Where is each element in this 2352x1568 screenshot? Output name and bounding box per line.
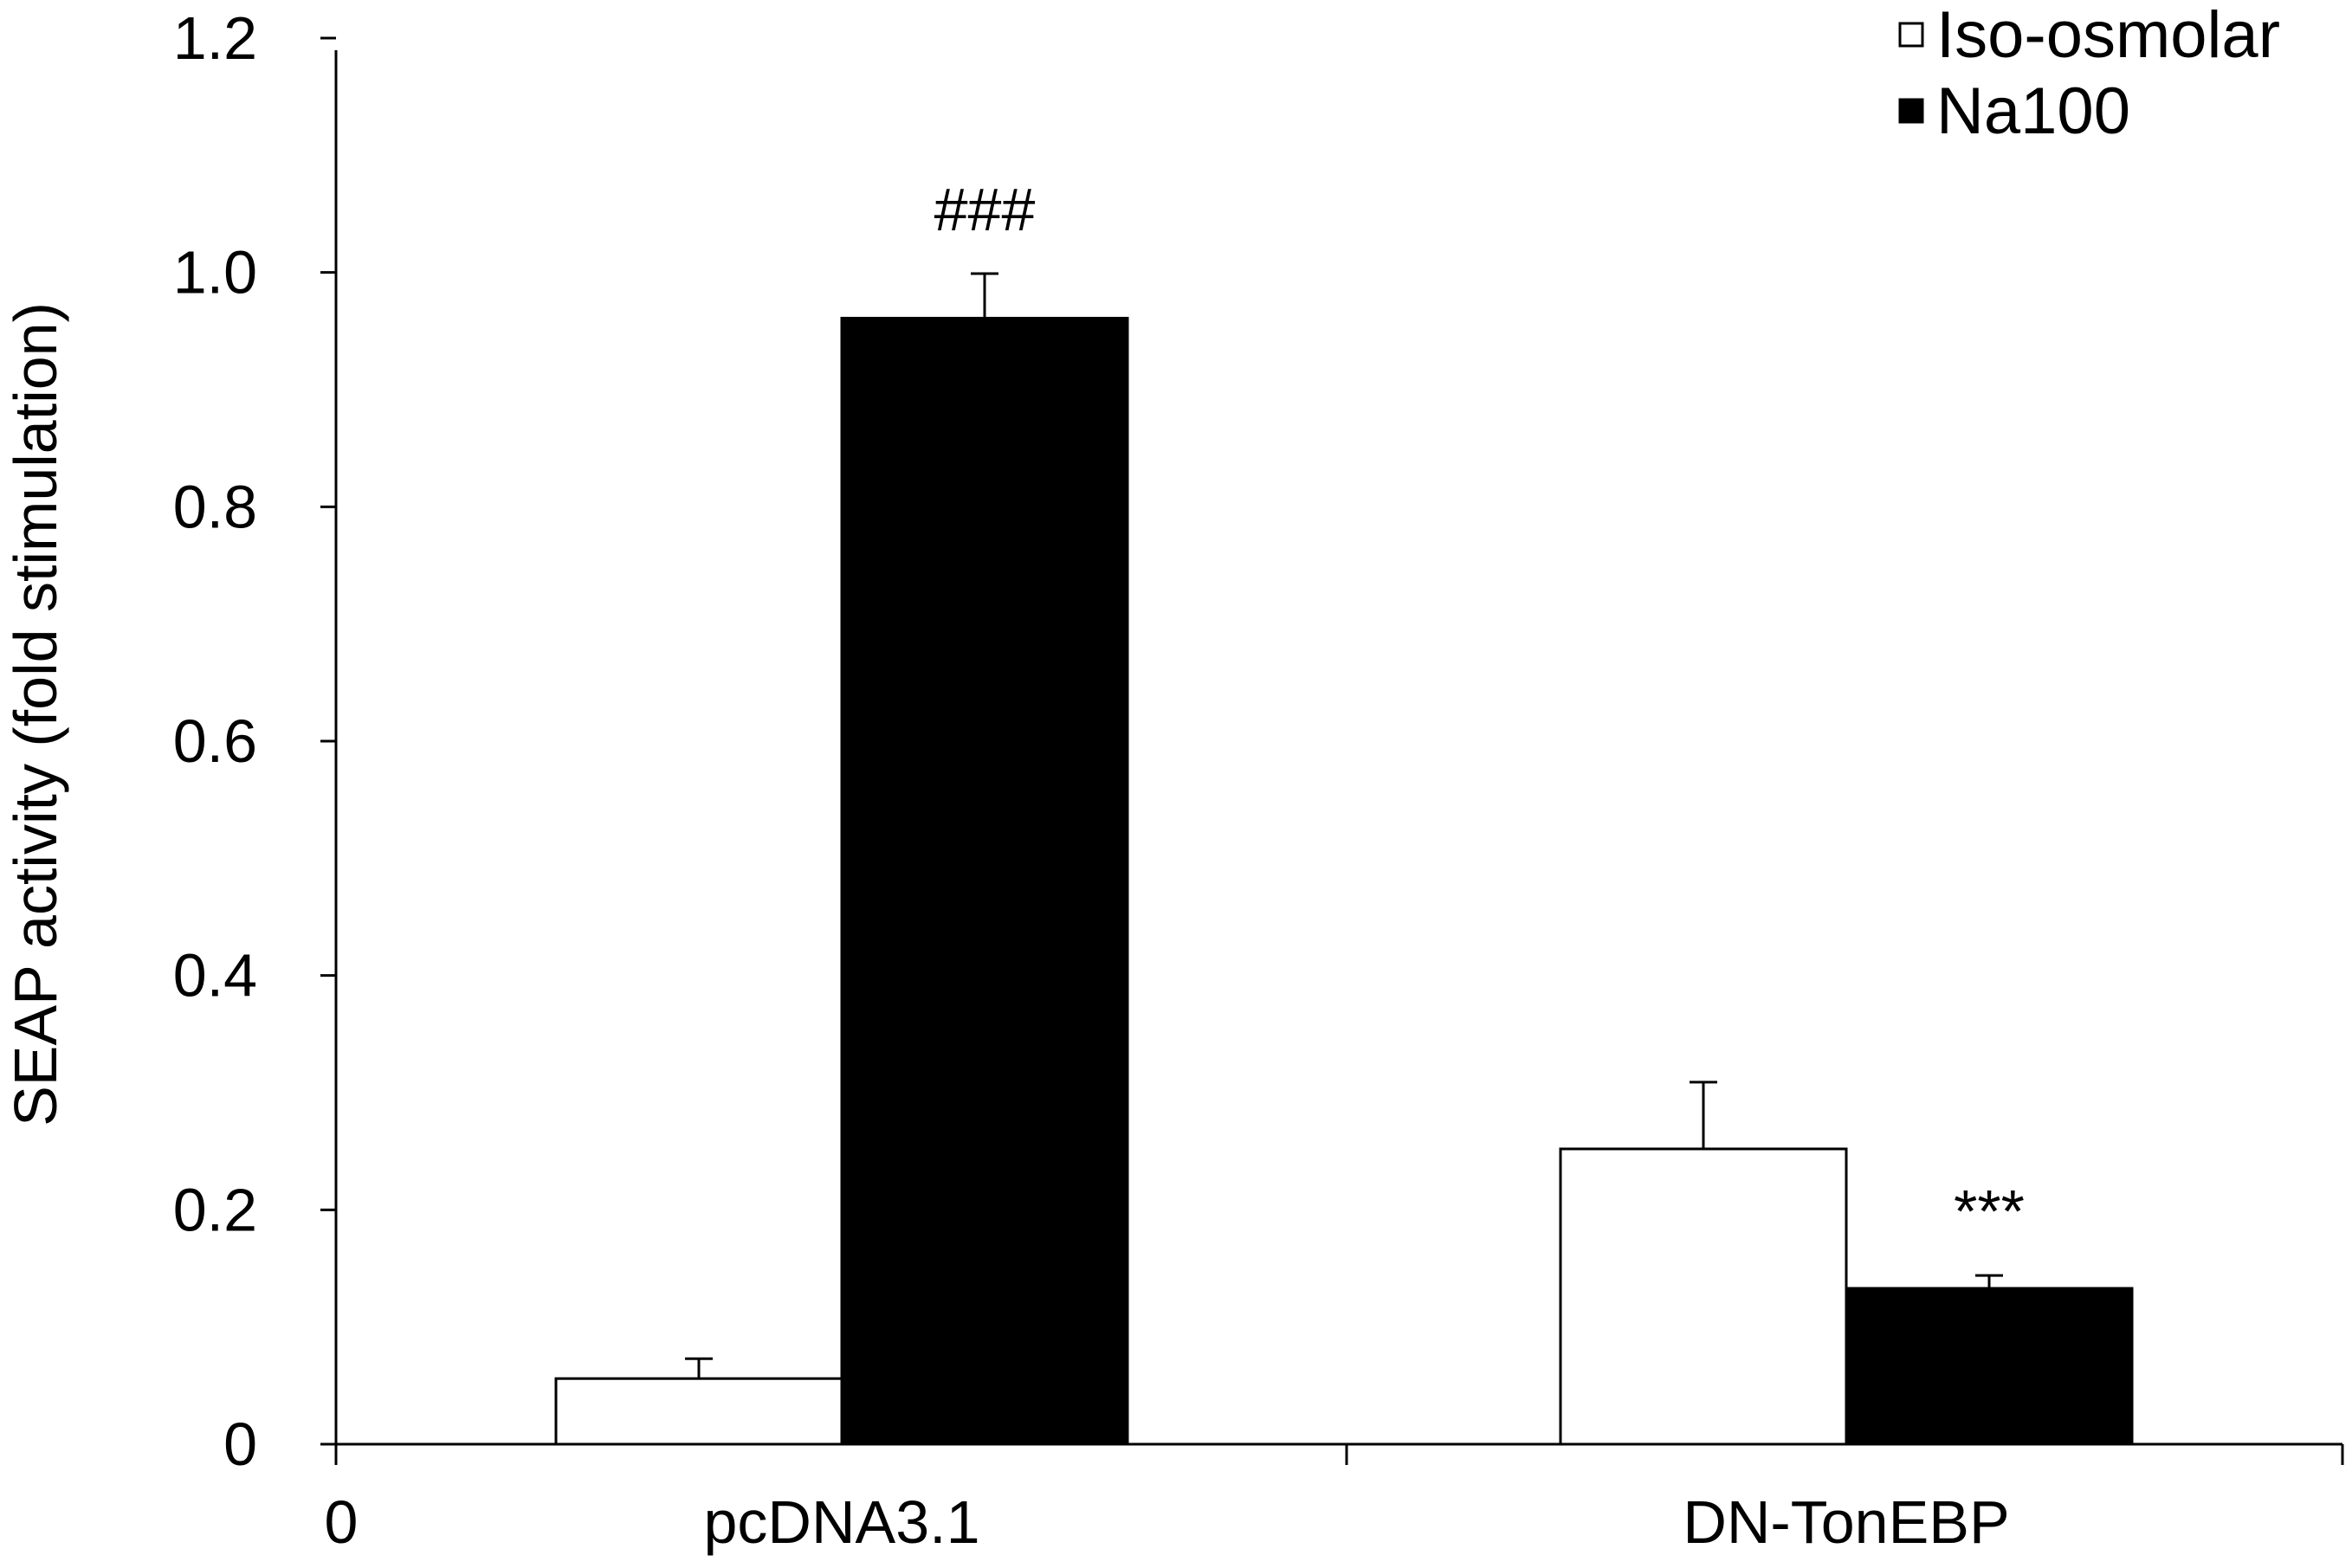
y-tick-label: 0.8 bbox=[173, 473, 257, 540]
x-axis bbox=[334, 1442, 2344, 1465]
y-tick-label: 1.0 bbox=[173, 239, 257, 307]
legend-label: Na100 bbox=[1936, 74, 2130, 148]
bar-na100-dn-tonebp bbox=[1845, 1287, 2134, 1446]
y-tick-label: 1.2 bbox=[173, 4, 257, 72]
bars: pcDNA3.1 DN-TonEBP ### *** bbox=[554, 176, 2134, 1556]
x-category-label: DN-TonEBP bbox=[1683, 1488, 2009, 1556]
bar-na100-pcdna3-1 bbox=[840, 316, 1129, 1446]
legend-swatch bbox=[1898, 22, 1924, 48]
y-tick-label: 0.4 bbox=[173, 942, 257, 1010]
significance-annotation: ### bbox=[934, 176, 1036, 243]
y-tick-label: 0 bbox=[223, 1410, 257, 1478]
legend-swatch bbox=[1898, 98, 1924, 124]
x-origin-label: 0 bbox=[325, 1488, 359, 1556]
y-axis-label: SEAP activity (fold stimulation) bbox=[2, 302, 69, 1126]
bar-iso-osmolar-dn-tonebp bbox=[1559, 1147, 1848, 1446]
y-tick-label: 0.6 bbox=[173, 707, 257, 775]
y-axis: 0 0.2 0.4 0.6 0.8 1.0 1.2 bbox=[173, 4, 338, 1478]
bar-iso-osmolar-pcdna3-1 bbox=[554, 1377, 843, 1446]
x-category-label: pcDNA3.1 bbox=[703, 1488, 979, 1556]
y-tick-label: 0.2 bbox=[173, 1176, 257, 1243]
significance-annotation: *** bbox=[1954, 1178, 2025, 1245]
legend-label: Iso-osmolar bbox=[1936, 0, 2280, 72]
